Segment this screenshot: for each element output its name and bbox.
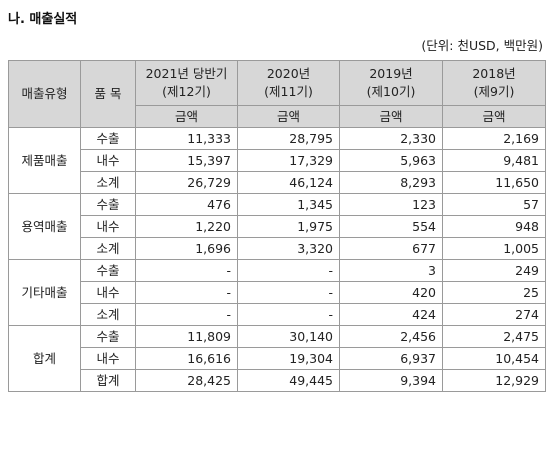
table-row: 소계 1,696 3,320 677 1,005 [9, 237, 546, 260]
amount-cell: 1,975 [237, 215, 340, 238]
amount-cell: 1,696 [135, 237, 238, 260]
amount-cell: 8,293 [339, 171, 443, 194]
amount-cell: - [135, 303, 238, 326]
header-amount-row: 금액 금액 금액 금액 [9, 105, 546, 128]
amount-cell: 12,929 [442, 369, 546, 392]
amount-cell: 11,333 [135, 127, 238, 150]
header-amount: 금액 [135, 105, 238, 128]
amount-cell: 17,329 [237, 149, 340, 172]
amount-cell: - [237, 303, 340, 326]
item-cell: 소계 [80, 171, 136, 194]
period-term: (제9기) [473, 84, 515, 99]
amount-cell: 1,220 [135, 215, 238, 238]
item-cell: 내수 [80, 215, 136, 238]
header-period-2021h1: 2021년 당반기 (제12기) [135, 60, 238, 106]
category-cell: 제품매출 [8, 127, 81, 194]
amount-cell: 28,425 [135, 369, 238, 392]
amount-cell: 15,397 [135, 149, 238, 172]
amount-cell: 30,140 [237, 325, 340, 348]
amount-cell: 424 [339, 303, 443, 326]
amount-cell: 6,937 [339, 347, 443, 370]
amount-cell: 11,809 [135, 325, 238, 348]
period-year: 2018년 [472, 66, 516, 81]
amount-cell: 2,475 [442, 325, 546, 348]
period-year: 2020년 [266, 66, 311, 81]
amount-cell: - [237, 281, 340, 304]
table-row: 내수 15,397 17,329 5,963 9,481 [9, 149, 546, 172]
amount-cell: 677 [339, 237, 443, 260]
amount-cell: 948 [442, 215, 546, 238]
amount-cell: 123 [339, 193, 443, 216]
amount-cell: 26,729 [135, 171, 238, 194]
table-row: 소계 26,729 46,124 8,293 11,650 [9, 171, 546, 194]
amount-cell: 2,169 [442, 127, 546, 150]
table-row: 합계 28,425 49,445 9,394 12,929 [9, 369, 546, 392]
table-row: 내수 - -420 25 [9, 281, 546, 304]
period-year: 2019년 [369, 66, 413, 81]
item-cell: 내수 [80, 347, 136, 370]
item-cell: 수출 [80, 127, 136, 150]
table-row: 기타매출 수출 - -3 249 [8, 259, 546, 326]
amount-cell: 9,481 [442, 149, 546, 172]
sales-table: 매출유형 품 목 2021년 당반기 (제12기) 2020년 (제11기) 2… [8, 60, 546, 392]
amount-cell: 11,650 [442, 171, 546, 194]
table-row: 내수 16,616 19,304 6,937 10,454 [9, 347, 546, 370]
header-amount: 금액 [442, 105, 546, 128]
amount-cell: 2,456 [339, 325, 443, 348]
header-period-2020: 2020년 (제11기) [237, 60, 340, 106]
amount-cell: 476 [135, 193, 238, 216]
period-term: (제11기) [264, 84, 313, 99]
unit-note: (단위: 천USD, 백만원) [421, 38, 543, 53]
table-row: 제품매출 수출 11,333 28,795 2,330 2,169 [8, 127, 546, 194]
header-category: 매출유형 [8, 60, 81, 128]
amount-cell: 3,320 [237, 237, 340, 260]
table-row: 소계 - -424 274 [9, 303, 546, 326]
amount-cell: - [135, 281, 238, 304]
amount-cell: 554 [339, 215, 443, 238]
category-cell: 합계 [8, 325, 81, 392]
amount-cell: 25 [442, 281, 546, 304]
table-row: 내수 1,220 1,975 554 948 [9, 215, 546, 238]
amount-cell: 9,394 [339, 369, 443, 392]
amount-cell: 5,963 [339, 149, 443, 172]
amount-cell: 1,005 [442, 237, 546, 260]
amount-cell: 28,795 [237, 127, 340, 150]
period-year: 2021년 당반기 [145, 66, 228, 81]
amount-cell: 57 [442, 193, 546, 216]
category-cell: 용역매출 [8, 193, 81, 260]
amount-cell: 2,330 [339, 127, 443, 150]
amount-cell: - [135, 259, 238, 282]
item-cell: 수출 [80, 193, 136, 216]
header-row: 매출유형 품 목 2021년 당반기 (제12기) 2020년 (제11기) 2… [8, 60, 546, 128]
amount-cell: 16,616 [135, 347, 238, 370]
item-cell: 수출 [80, 259, 136, 282]
table-row: 용역매출 수출 476 1,345 123 57 [8, 193, 546, 260]
header-item: 품 목 [80, 60, 136, 128]
category-cell: 기타매출 [8, 259, 81, 326]
amount-cell: 49,445 [237, 369, 340, 392]
item-cell: 수출 [80, 325, 136, 348]
period-term: (제12기) [162, 84, 211, 99]
amount-cell: 46,124 [237, 171, 340, 194]
amount-cell: 3 [339, 259, 443, 282]
amount-cell: 420 [339, 281, 443, 304]
item-cell: 소계 [80, 237, 136, 260]
item-cell: 합계 [80, 369, 136, 392]
header-period-2018: 2018년 (제9기) [442, 60, 546, 106]
table-row: 합계 수출 11,809 30,140 2,456 2,475 [8, 325, 546, 392]
amount-cell: 274 [442, 303, 546, 326]
header-amount: 금액 [339, 105, 443, 128]
header-amount: 금액 [237, 105, 340, 128]
section-title: 나. 매출실적 [8, 12, 78, 27]
amount-cell: 249 [442, 259, 546, 282]
amount-cell: 1,345 [237, 193, 340, 216]
amount-cell: 19,304 [237, 347, 340, 370]
item-cell: 내수 [80, 281, 136, 304]
item-cell: 소계 [80, 303, 136, 326]
amount-cell: 10,454 [442, 347, 546, 370]
period-term: (제10기) [366, 84, 416, 99]
header-period-2019: 2019년 (제10기) [339, 60, 443, 106]
amount-cell: - [237, 259, 340, 282]
item-cell: 내수 [80, 149, 136, 172]
